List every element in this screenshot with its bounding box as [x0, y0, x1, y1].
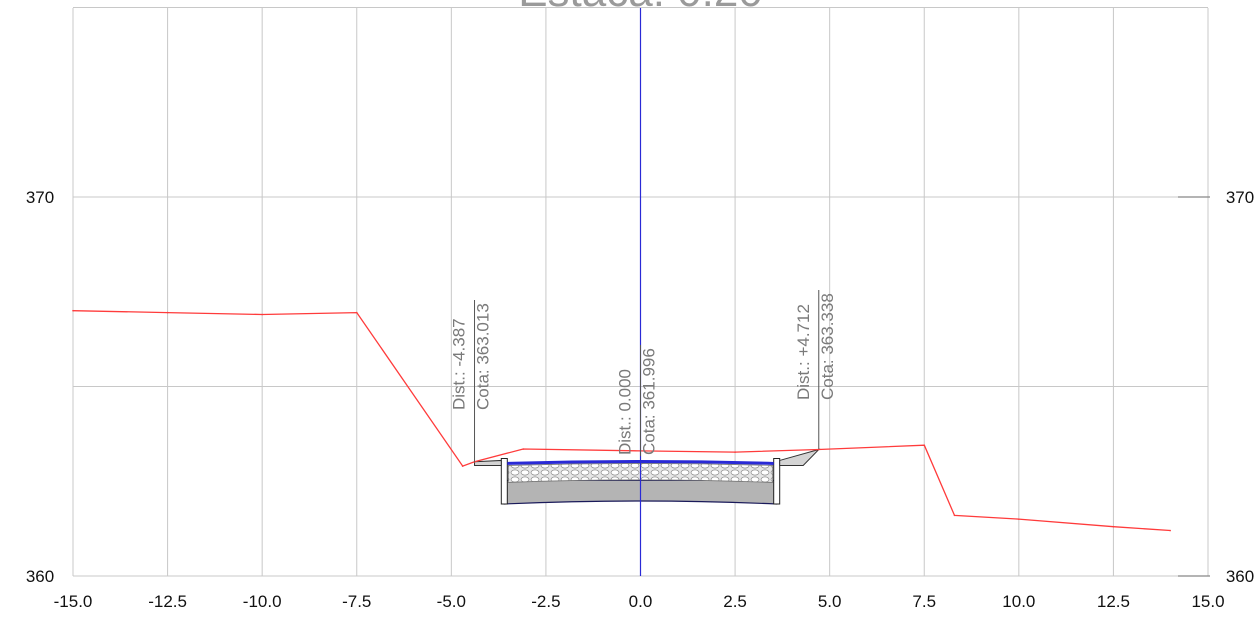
x-tick-label: 5.0 — [818, 592, 842, 611]
annotations: Dist.: -4.387 Cota: 363.013 Dist.: 0.000 Co… — [450, 290, 837, 462]
x-tick-labels: -15.0 -12.5 -10.0 -7.5 -5.0 -2.5 0.0 2.5 5.0 7.5 1… — [54, 592, 1225, 611]
annotation-label: Dist.: +4.712 — [794, 304, 813, 400]
x-tick-label: -10.0 — [243, 592, 282, 611]
right-tick-marks — [1178, 196, 1210, 577]
terrain-point — [1169, 529, 1171, 532]
x-tick-label: 10.0 — [1002, 592, 1035, 611]
terrain-point — [355, 311, 358, 314]
terrain-point — [1018, 518, 1020, 520]
right-shoulder — [779, 448, 821, 466]
terrain-point — [166, 311, 169, 314]
terrain-point — [261, 313, 263, 316]
x-tick-label: -5.0 — [437, 592, 466, 611]
terrain-point — [817, 448, 820, 451]
x-tick-label: -7.5 — [342, 592, 371, 611]
annotation-label: Dist.: -4.387 — [450, 318, 469, 410]
x-tick-label: 0.0 — [629, 592, 653, 611]
terrain-point — [953, 514, 956, 517]
pavement-section — [474, 448, 821, 505]
x-tick-label: 7.5 — [912, 592, 936, 611]
annotation-label: Cota: 363.013 — [474, 303, 493, 410]
x-tick-label: 2.5 — [723, 592, 747, 611]
terrain-point — [72, 309, 74, 312]
annotation-label: Cota: 363.338 — [818, 293, 837, 400]
x-tick-label: -15.0 — [54, 592, 93, 611]
terrain-point — [522, 448, 525, 450]
annotation-label: Cota: 361.996 — [640, 348, 659, 455]
annotation-label: Dist.: 0.000 — [616, 369, 635, 455]
left-curb — [500, 457, 508, 505]
terrain-point — [1112, 525, 1115, 528]
terrain-point — [734, 451, 736, 453]
left-shoulder — [474, 459, 502, 466]
y-tick-label-left: 360 — [26, 567, 54, 586]
x-tick-label: -2.5 — [531, 592, 560, 611]
x-tick-label: 12.5 — [1097, 592, 1130, 611]
y-tick-label-left: 370 — [26, 188, 54, 207]
terrain-point — [923, 444, 926, 447]
right-curb — [773, 457, 781, 505]
y-tick-label-right: 370 — [1226, 188, 1254, 207]
x-tick-label: -12.5 — [148, 592, 187, 611]
x-tick-label: 15.0 — [1191, 592, 1224, 611]
y-tick-labels: 370 370 360 360 — [26, 188, 1254, 586]
terrain-point — [461, 465, 464, 467]
y-tick-label-right: 360 — [1226, 567, 1254, 586]
